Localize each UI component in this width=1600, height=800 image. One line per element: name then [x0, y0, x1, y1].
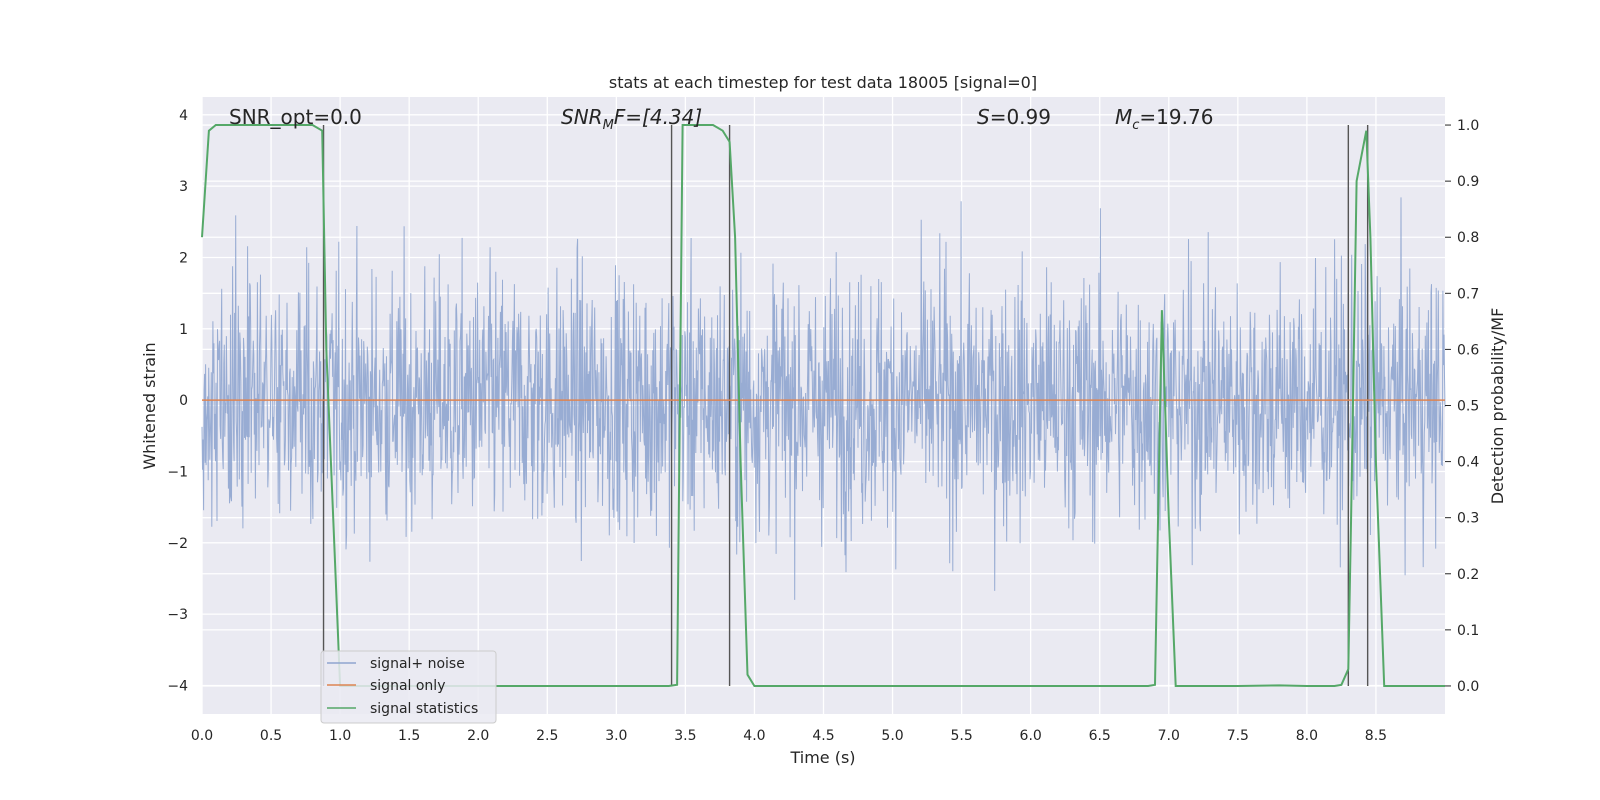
y-tick-label: 1	[179, 322, 188, 338]
chart-title: stats at each timestep for test data 180…	[609, 73, 1037, 92]
y2-axis-label: Detection probability/MF	[1488, 308, 1507, 505]
y-tick-label: 2	[179, 250, 188, 266]
legend-label-noise: signal+ noise	[370, 656, 465, 672]
x-tick-label: 4.0	[743, 728, 765, 744]
y2-tick-label: 1.0	[1457, 118, 1479, 134]
mc-label: M	[1115, 105, 1132, 129]
y-tick-label: −4	[167, 678, 188, 694]
y2-tick-label: 0.4	[1457, 455, 1479, 471]
x-tick-label: 6.5	[1089, 728, 1111, 744]
y-tick-label: 4	[179, 108, 188, 124]
y-axis-label: Whitened strain	[140, 342, 159, 469]
noise-line	[201, 197, 1446, 600]
series-signal-plus-noise	[201, 197, 1446, 600]
x-tick-label: 2.5	[536, 728, 558, 744]
mc-annotation: Mc=19.76	[1115, 105, 1213, 133]
x-tick-label: 2.0	[467, 728, 489, 744]
x-axis-label: Time (s)	[789, 748, 855, 767]
x-tick-label: 0.0	[191, 728, 213, 744]
x-tick-label: 3.5	[674, 728, 696, 744]
x-tick-label: 5.0	[881, 728, 903, 744]
y2-tick-label: 0.1	[1457, 623, 1479, 639]
y-tick-label: 3	[179, 179, 188, 195]
legend-label-signal: signal only	[370, 678, 445, 694]
y2-tick-label: 0.6	[1457, 342, 1479, 358]
x-tick-label: 1.0	[329, 728, 351, 744]
x-tick-label: 7.0	[1158, 728, 1180, 744]
y-tick-label: −3	[167, 607, 188, 623]
y-tick-label: −2	[167, 536, 188, 552]
y-tick-label: −1	[167, 464, 188, 480]
y2-tick-label: 0.2	[1457, 567, 1479, 583]
y2-tick-label: 0.3	[1457, 511, 1479, 527]
s-annotation: S=0.99	[977, 105, 1051, 129]
x-tick-label: 0.5	[260, 728, 282, 744]
legend-box	[320, 650, 497, 724]
y2-tick-label: 0.8	[1457, 230, 1479, 246]
x-tick-label: 6.0	[1020, 728, 1042, 744]
x-tick-label: 1.5	[398, 728, 420, 744]
y2-tick-label: 0.7	[1457, 286, 1479, 302]
y-tick-label: 0	[179, 393, 188, 409]
x-tick-label: 5.5	[950, 728, 972, 744]
legend: signal+ noise signal only signal statist…	[320, 650, 497, 724]
x-tick-label: 8.5	[1365, 728, 1387, 744]
snr-mf-annotation: SNRMF=[4.34]	[561, 105, 702, 133]
x-tick-label: 4.5	[812, 728, 834, 744]
legend-label-stats: signal statistics	[370, 701, 478, 717]
snr-opt-annotation: SNR_opt=0.0	[229, 105, 362, 129]
snr-mf-sub: M	[603, 118, 614, 133]
tick-labels: 0.0 0.5 1.0 1.5 2.0 2.5 3.0 3.5 4.0 4.5 5.0 5.5 6.0 6…	[167, 108, 1479, 744]
mc-sub: c	[1132, 118, 1139, 133]
y2-tick-label: 0.9	[1457, 174, 1479, 190]
s-value: =0.99	[990, 105, 1051, 129]
x-tick-label: 3.0	[605, 728, 627, 744]
x-tick-label: 8.0	[1296, 728, 1318, 744]
snr-mf-label: SNR	[561, 105, 603, 129]
y2-tick-label: 0.0	[1457, 679, 1479, 695]
y2-tick-label: 0.5	[1457, 399, 1479, 415]
mc-value: =19.76	[1139, 105, 1213, 129]
signal-statistics-line	[201, 124, 1445, 687]
snr-mf-rest: F=[4.34]	[614, 105, 702, 129]
s-label: S	[977, 105, 990, 129]
x-tick-label: 7.5	[1227, 728, 1249, 744]
series-lines	[201, 124, 1445, 687]
